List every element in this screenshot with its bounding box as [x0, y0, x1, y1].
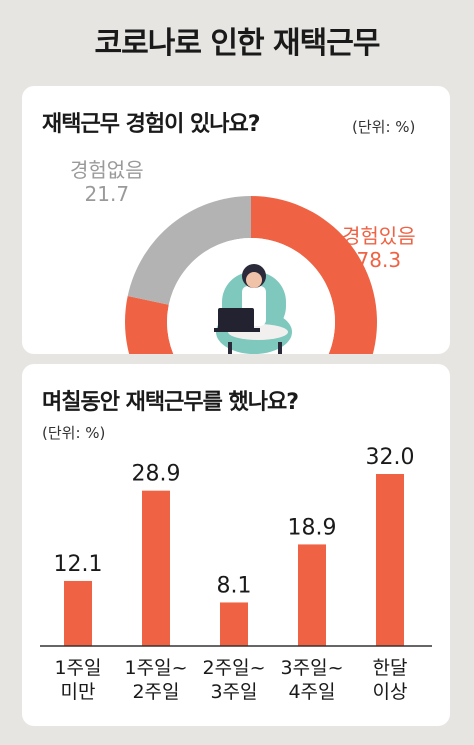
bar-question: 며칠동안 재택근무를 했나요?	[42, 390, 299, 415]
bar-value-label: 12.1	[54, 552, 103, 577]
category-label: 3주일	[210, 681, 257, 703]
category-label: 한달	[373, 657, 408, 679]
donut-slice-no	[127, 196, 251, 305]
slice-label-yes: 경험있음 78.3	[342, 224, 416, 272]
remote-worker-illustration	[214, 264, 292, 354]
category-label: 1주일	[54, 657, 101, 679]
category-label: 미만	[61, 681, 96, 703]
category-label: 이상	[373, 681, 408, 703]
slice-label-no: 경험없음 21.7	[70, 158, 144, 206]
category-label: 2주일~	[203, 657, 266, 679]
bar-value-label: 32.0	[366, 445, 415, 470]
donut-slice-yes	[125, 196, 377, 354]
page-title: 코로나로 인한 재택근무	[94, 26, 381, 61]
bar-2	[220, 602, 248, 646]
bar-1	[142, 490, 170, 646]
bar-0	[64, 580, 92, 646]
donut-question: 재택근무 경험이 있나요?	[42, 112, 260, 137]
bar-value-label: 18.9	[288, 515, 337, 540]
donut-unit: (단위: %)	[352, 118, 416, 136]
bar-unit: (단위: %)	[42, 424, 106, 442]
duration-card: 며칠동안 재택근무를 했나요? (단위: %) 12.1 1주일 미만 28.9 1주일…	[22, 364, 450, 726]
bar-value-label: 8.1	[217, 573, 252, 598]
category-label: 3주일~	[281, 657, 344, 679]
bar-4	[376, 474, 404, 646]
category-label: 1주일~	[125, 657, 188, 679]
bar-value-label: 28.9	[132, 462, 181, 487]
donut-chart	[125, 196, 377, 354]
category-label: 2주일	[132, 681, 179, 703]
bar-3	[298, 544, 326, 646]
category-label: 4주일	[288, 681, 335, 703]
experience-card: 재택근무 경험이 있나요? (단위: %) 경험없음 21.7 경험있음 78.…	[22, 86, 450, 354]
